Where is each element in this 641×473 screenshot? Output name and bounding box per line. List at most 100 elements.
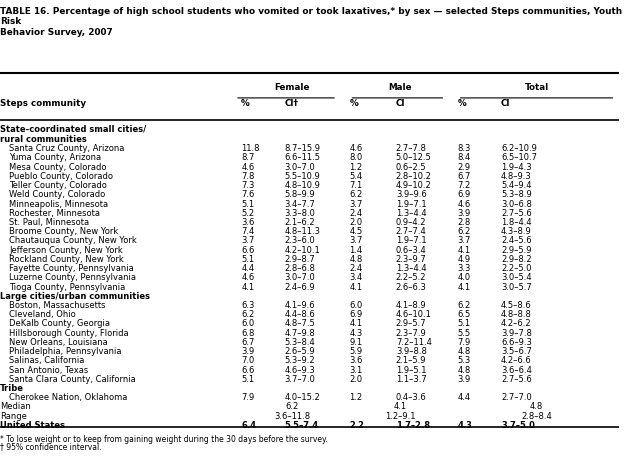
Text: Weld County, Colorado: Weld County, Colorado <box>9 190 106 199</box>
Text: %: % <box>241 99 250 108</box>
Text: 4.1: 4.1 <box>394 403 407 412</box>
Text: 7.2: 7.2 <box>458 181 471 190</box>
Text: 5.3–9.2: 5.3–9.2 <box>285 356 315 365</box>
Text: Tioga County, Pennsylvania: Tioga County, Pennsylvania <box>9 282 126 291</box>
Text: 3.7: 3.7 <box>458 236 471 245</box>
Text: Median: Median <box>0 403 31 412</box>
Text: 7.9: 7.9 <box>458 338 471 347</box>
Text: 7.4: 7.4 <box>241 227 254 236</box>
Text: 4.1: 4.1 <box>241 282 254 291</box>
Text: State-coordinated small cities/
rural communities: State-coordinated small cities/ rural co… <box>0 125 146 144</box>
Text: 3.3: 3.3 <box>458 264 471 273</box>
Text: † 95% confidence interval.: † 95% confidence interval. <box>0 443 102 452</box>
Text: 6.5–10.7: 6.5–10.7 <box>501 153 537 162</box>
Text: 6.8: 6.8 <box>241 329 254 338</box>
Text: 4.8–7.5: 4.8–7.5 <box>285 319 315 328</box>
Text: 4.9–10.2: 4.9–10.2 <box>396 181 431 190</box>
Text: 5.4: 5.4 <box>349 172 363 181</box>
Text: 3.0–5.4: 3.0–5.4 <box>501 273 531 282</box>
Text: 8.0: 8.0 <box>349 153 363 162</box>
Text: 1.2: 1.2 <box>349 163 363 172</box>
Text: 5.1: 5.1 <box>458 319 471 328</box>
Text: 4.5–8.6: 4.5–8.6 <box>501 301 532 310</box>
Text: Salinas, California: Salinas, California <box>9 356 85 365</box>
Text: 7.2–11.4: 7.2–11.4 <box>396 338 432 347</box>
Text: 4.6–10.1: 4.6–10.1 <box>396 310 432 319</box>
Text: Female: Female <box>274 83 310 92</box>
Text: 2.1–5.9: 2.1–5.9 <box>396 356 426 365</box>
Text: 3.6: 3.6 <box>349 356 363 365</box>
Text: 4.6: 4.6 <box>241 163 254 172</box>
Text: 2.3–7.9: 2.3–7.9 <box>396 329 427 338</box>
Text: 4.4: 4.4 <box>241 264 254 273</box>
Text: 4.8–9.3: 4.8–9.3 <box>501 172 532 181</box>
Text: 4.1: 4.1 <box>458 282 471 291</box>
Text: 5.2: 5.2 <box>241 209 254 218</box>
Text: 4.8: 4.8 <box>349 255 363 264</box>
Text: 1.3–4.4: 1.3–4.4 <box>396 264 426 273</box>
Text: 0.4–3.6: 0.4–3.6 <box>396 393 427 402</box>
Text: 3.0–7.0: 3.0–7.0 <box>285 273 315 282</box>
Text: 2.2–5.0: 2.2–5.0 <box>501 264 531 273</box>
Text: Minneapolis, Minnesota: Minneapolis, Minnesota <box>9 200 108 209</box>
Text: 4.5: 4.5 <box>349 227 363 236</box>
Text: 4.0–15.2: 4.0–15.2 <box>285 393 320 402</box>
Text: 4.3: 4.3 <box>458 421 472 430</box>
Text: 3.0–6.8: 3.0–6.8 <box>501 200 532 209</box>
Text: 6.9: 6.9 <box>349 310 363 319</box>
Text: 7.1: 7.1 <box>349 181 363 190</box>
Text: 2.7–5.6: 2.7–5.6 <box>501 209 532 218</box>
Text: 4.2–6.6: 4.2–6.6 <box>501 356 532 365</box>
Text: 4.3: 4.3 <box>349 329 363 338</box>
Text: 2.7–7.8: 2.7–7.8 <box>396 144 427 153</box>
Text: Teller County, Colorado: Teller County, Colorado <box>9 181 107 190</box>
Text: 4.8: 4.8 <box>458 347 471 356</box>
Text: New Orleans, Louisiana: New Orleans, Louisiana <box>9 338 108 347</box>
Text: 4.1–9.6: 4.1–9.6 <box>285 301 315 310</box>
Text: 6.4: 6.4 <box>241 421 256 430</box>
Text: Broome County, New York: Broome County, New York <box>9 227 119 236</box>
Text: 2.6–5.9: 2.6–5.9 <box>285 347 315 356</box>
Text: 2.3–9.7: 2.3–9.7 <box>396 255 427 264</box>
Text: 2.8: 2.8 <box>458 218 471 227</box>
Text: Rochester, Minnesota: Rochester, Minnesota <box>9 209 100 218</box>
Text: 5.1: 5.1 <box>241 375 254 384</box>
Text: 11.8: 11.8 <box>241 144 260 153</box>
Text: 6.5: 6.5 <box>458 310 471 319</box>
Text: Fayette County, Pennsylvania: Fayette County, Pennsylvania <box>9 264 134 273</box>
Text: TABLE 16. Percentage of high school students who vomited or took laxatives,* by : TABLE 16. Percentage of high school stud… <box>0 7 622 37</box>
Text: 6.2: 6.2 <box>286 403 299 412</box>
Text: United States: United States <box>0 421 65 430</box>
Text: 0.9–4.2: 0.9–4.2 <box>396 218 426 227</box>
Text: 1.9–4.3: 1.9–4.3 <box>501 163 531 172</box>
Text: 2.8–10.2: 2.8–10.2 <box>396 172 432 181</box>
Text: Hillsborough County, Florida: Hillsborough County, Florida <box>9 329 129 338</box>
Text: Tribe: Tribe <box>0 384 24 393</box>
Text: 3.4: 3.4 <box>349 273 363 282</box>
Text: 2.9–8.2: 2.9–8.2 <box>501 255 531 264</box>
Text: 3.5–6.7: 3.5–6.7 <box>501 347 532 356</box>
Text: 4.1–8.9: 4.1–8.9 <box>396 301 426 310</box>
Text: 6.6–9.3: 6.6–9.3 <box>501 338 532 347</box>
Text: 6.7: 6.7 <box>241 338 254 347</box>
Text: Philadelphia, Pennsylvania: Philadelphia, Pennsylvania <box>9 347 122 356</box>
Text: 1.8–4.4: 1.8–4.4 <box>501 218 531 227</box>
Text: 6.0: 6.0 <box>241 319 254 328</box>
Text: 2.9–8.7: 2.9–8.7 <box>285 255 315 264</box>
Text: 3.3–8.0: 3.3–8.0 <box>285 209 315 218</box>
Text: 0.6–3.4: 0.6–3.4 <box>396 245 427 254</box>
Text: 4.7–9.8: 4.7–9.8 <box>285 329 315 338</box>
Text: 4.9: 4.9 <box>458 255 471 264</box>
Text: 5.0–12.5: 5.0–12.5 <box>396 153 431 162</box>
Text: 3.4–7.7: 3.4–7.7 <box>285 200 315 209</box>
Text: CI: CI <box>501 99 510 108</box>
Text: 4.4: 4.4 <box>458 393 471 402</box>
Text: CI†: CI† <box>285 99 299 108</box>
Text: 8.7: 8.7 <box>241 153 254 162</box>
Text: Large cities/urban communities: Large cities/urban communities <box>0 292 150 301</box>
Text: 4.8–10.9: 4.8–10.9 <box>285 181 320 190</box>
Text: 3.7: 3.7 <box>349 200 363 209</box>
Text: Boston, Massachusetts: Boston, Massachusetts <box>9 301 106 310</box>
Text: 7.6: 7.6 <box>241 190 254 199</box>
Text: 2.7–7.4: 2.7–7.4 <box>396 227 427 236</box>
